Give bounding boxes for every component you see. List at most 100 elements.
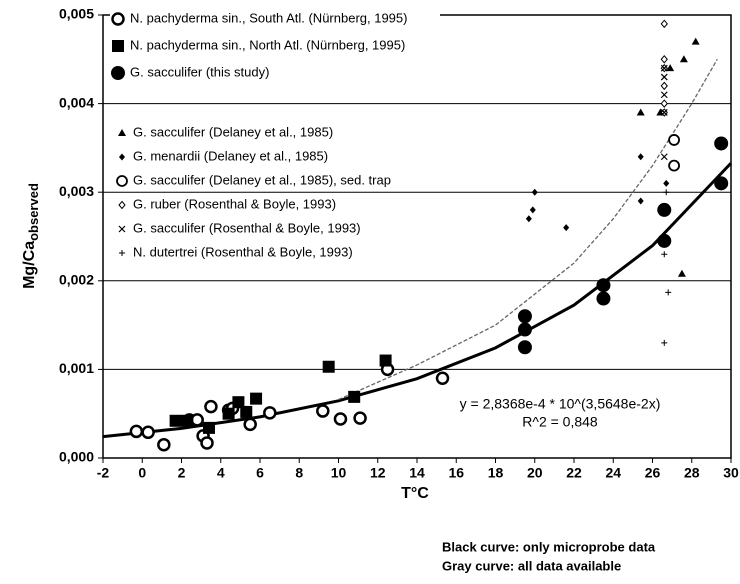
point — [202, 421, 215, 434]
point — [660, 55, 668, 64]
legend-label: N. dutertrei (Rosenthal & Boyle, 1993) — [133, 244, 353, 259]
legend-label: N. pachyderma sin., North Atl. (Nürnberg… — [130, 37, 405, 52]
legend-bg — [110, 10, 440, 28]
point — [660, 81, 668, 91]
point — [348, 390, 361, 403]
legend-bg — [110, 64, 440, 82]
point — [636, 108, 645, 116]
point — [666, 64, 675, 72]
point — [232, 396, 245, 409]
point — [517, 309, 532, 324]
point — [200, 436, 214, 450]
legend-label: G. sacculifer (this study) — [130, 64, 269, 79]
point — [691, 37, 700, 45]
point — [222, 407, 235, 420]
point — [316, 404, 330, 418]
x-tick-label: 28 — [684, 465, 700, 481]
x-tick-label: 16 — [448, 465, 464, 481]
x-tick-label: 24 — [605, 465, 621, 481]
legend-marker — [116, 175, 128, 187]
point — [661, 251, 668, 258]
point — [517, 322, 532, 337]
legend-marker — [111, 12, 125, 26]
y-tick-label: 0,005 — [59, 6, 94, 22]
point — [525, 215, 532, 223]
y-label-sub: observed — [26, 183, 41, 241]
point — [141, 425, 155, 440]
legend-label: G. ruber (Rosenthal & Boyle, 1993) — [133, 196, 336, 211]
y-tick-label: 0,001 — [59, 360, 94, 376]
legend-label: G. menardii (Delaney et al., 1985) — [133, 148, 328, 163]
x-tick-label: 6 — [256, 465, 264, 481]
point — [169, 414, 182, 427]
curve-note: Black curve: only microprobe data — [442, 539, 656, 554]
legend-label: N. pachyderma sin., South Atl. (Nürnberg… — [130, 10, 407, 25]
point — [250, 392, 263, 405]
point — [435, 371, 450, 386]
point — [657, 202, 672, 217]
y-label-main: Mg/Ca — [21, 241, 38, 289]
y-axis-label: Mg/Caobserved — [21, 183, 41, 289]
legend-marker — [118, 129, 126, 136]
point — [637, 197, 644, 205]
point — [714, 136, 729, 151]
y-tick-label: 0,003 — [59, 183, 94, 199]
point — [660, 73, 668, 81]
y-tick-label: 0,002 — [59, 272, 94, 288]
legend-marker — [119, 250, 125, 256]
point — [679, 55, 688, 63]
legend-marker — [118, 200, 126, 210]
x-tick-label: 26 — [645, 465, 661, 481]
point — [714, 176, 729, 191]
legend-marker — [111, 66, 125, 80]
point — [263, 406, 277, 420]
point — [663, 179, 670, 187]
point — [157, 437, 171, 452]
point — [322, 360, 335, 373]
point — [181, 414, 194, 427]
x-tick-label: 8 — [295, 465, 303, 481]
legend-label: G. sacculifer (Delaney et al., 1985) — [133, 124, 333, 139]
legend-label: G. sacculifer (Delaney et al., 1985), se… — [133, 172, 391, 187]
point — [240, 405, 253, 418]
legend-marker — [119, 153, 125, 161]
fit-curve — [338, 58, 718, 401]
y-tick-label: 0,004 — [59, 94, 94, 110]
legend-bg — [114, 172, 444, 190]
point — [660, 153, 668, 161]
legend-bg — [114, 148, 444, 166]
point — [529, 206, 536, 214]
x-tick-label: 14 — [409, 465, 425, 481]
point — [660, 109, 668, 116]
x-tick-label: 2 — [178, 465, 186, 481]
point — [660, 19, 668, 29]
point — [660, 99, 668, 108]
point — [661, 339, 668, 346]
equation: y = 2,8368e-4 * 10^(3,5648e-2x) — [460, 396, 661, 412]
point — [668, 159, 680, 172]
point — [379, 354, 392, 367]
point — [637, 153, 644, 161]
point — [353, 411, 367, 425]
legend-label: G. sacculifer (Rosenthal & Boyle, 1993) — [133, 220, 361, 235]
point — [243, 417, 257, 432]
point — [129, 424, 144, 439]
point — [677, 269, 686, 277]
legend-bg — [110, 37, 440, 55]
point — [661, 237, 668, 244]
r-squared: R^2 = 0,848 — [522, 414, 598, 430]
x-tick-label: 30 — [723, 465, 739, 481]
point — [663, 189, 670, 196]
curve-note: Gray curve: all data available — [442, 558, 621, 573]
point — [660, 64, 668, 72]
point — [665, 289, 672, 296]
point — [204, 399, 218, 414]
legend-marker — [112, 40, 124, 52]
legend-bg — [114, 244, 444, 262]
x-tick-label: 4 — [217, 465, 225, 481]
x-axis-label: T°C — [401, 485, 429, 502]
point — [668, 134, 680, 146]
x-tick-label: -2 — [97, 465, 110, 481]
point — [563, 224, 570, 232]
